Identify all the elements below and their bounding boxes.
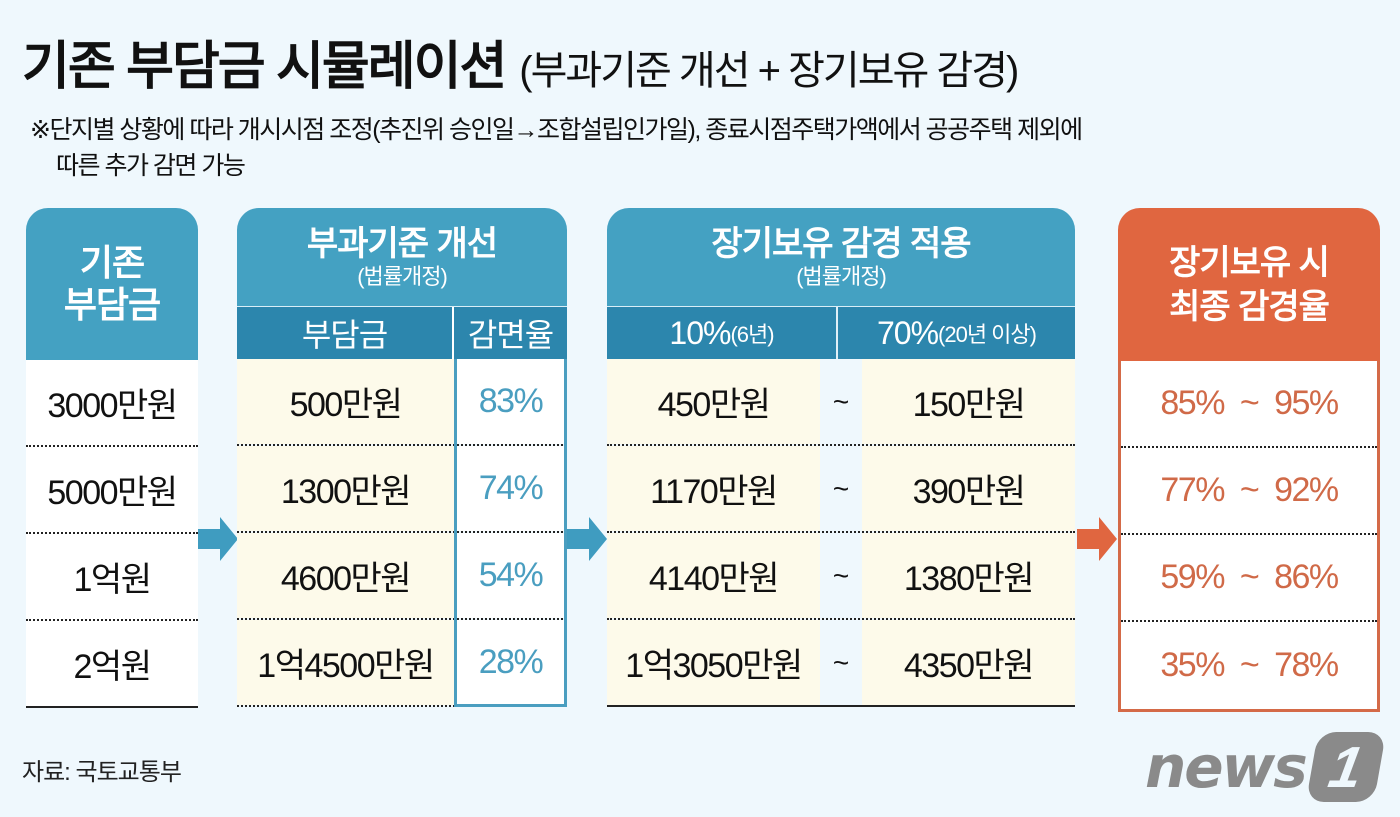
rate-value: 28% [454,620,567,705]
final-reduction-rate-column: 장기보유 시 최종 감경율 85% ~ 95% 77% ~ 92% 59% ~ … [1118,208,1380,712]
news1-logo: news 1 [1145,732,1386,802]
existing-value: 1억원 [73,561,152,599]
table-row: 4140만원 ~ 1380만원 [607,533,1075,620]
range-separator: ~ [820,620,862,705]
header-subtitle: (법률개정) [357,264,448,289]
charge-value: 1300만원 [237,446,454,531]
subheader-10pct: 10% (6년) [607,307,838,359]
charge-value: 4600만원 [237,533,454,618]
subheader-note: (6년) [730,322,774,347]
header-subtitle: (법률개정) [796,264,887,289]
existing-value: 2억원 [73,648,152,686]
table-row: 4600만원 54% [237,533,567,620]
note-line-2: 따른 추가 감면 가능 [56,152,246,180]
footnote: ※단지별 상황에 따라 개시시점 조정(추진위 승인일→조합설립인가일), 종료… [30,112,1083,184]
charge-value: 1억4500만원 [237,620,454,705]
table-row: 450만원 ~ 150만원 [607,359,1075,446]
arrow-right-icon [198,517,238,561]
min-value: 1억3050만원 [607,620,820,705]
final-rate-range: 77% ~ 92% [1160,471,1339,509]
subheader-charge: 부담금 [237,307,454,359]
long-term-reduction-column: 장기보유 감경 적용 (법률개정) 10% (6년) 70% (20년 이상) 45… [607,208,1075,707]
table-row: 59% ~ 86% [1121,535,1377,622]
final-rate-range: 85% ~ 95% [1160,384,1339,422]
table-row: 1억원 [26,534,198,621]
page-title: 기존 부담금 시뮬레이션 (부과기준 개선 + 장기보유 감경) [22,24,1019,99]
subheader-pct: 70% [876,314,939,351]
range-separator: ~ [820,359,862,444]
header-line-2: 부담금 [63,284,161,325]
improved-header: 부과기준 개선 (법률개정) [237,208,567,306]
long-term-header: 장기보유 감경 적용 (법률개정) [607,208,1075,306]
existing-value: 5000만원 [47,474,178,512]
header-line-2: 최종 감경율 [1169,287,1330,326]
table-row: 3000만원 [26,360,198,447]
existing-charge-column: 기존 부담금 3000만원 5000만원 1억원 2억원 [26,208,198,708]
existing-header: 기존 부담금 [26,208,198,360]
header-line-1: 장기보유 시 [1169,243,1330,282]
max-value: 1380만원 [862,533,1075,618]
title-sub: (부과기준 개선 + 장기보유 감경) [519,49,1019,93]
final-header: 장기보유 시 최종 감경율 [1118,208,1380,361]
table-row: 85% ~ 95% [1121,361,1377,448]
table-row: 5000만원 [26,447,198,534]
header-title: 장기보유 감경 적용 [711,225,971,263]
logo-text: news [1145,733,1308,801]
source-credit: 자료: 국토교통부 [22,759,182,786]
table-row: 1300만원 74% [237,446,567,533]
table-row: 1170만원 ~ 390만원 [607,446,1075,533]
subheader-pct: 10% [669,314,731,351]
max-value: 4350만원 [862,620,1075,705]
min-value: 450만원 [607,359,820,444]
final-rate-range: 35% ~ 78% [1160,646,1339,684]
min-value: 1170만원 [607,446,820,531]
title-main: 기존 부담금 시뮬레이션 [22,38,507,96]
subheader-70pct: 70% (20년 이상) [838,307,1075,359]
rate-value: 74% [454,446,567,531]
table-row: 1억4500만원 28% [237,620,567,707]
improved-subheader: 부담금 감면율 [237,306,567,359]
table-row: 35% ~ 78% [1121,622,1377,709]
min-value: 4140만원 [607,533,820,618]
range-separator: ~ [820,533,862,618]
rate-value: 54% [454,533,567,618]
final-rate-range: 59% ~ 86% [1160,558,1339,596]
existing-value: 3000만원 [47,387,178,425]
rate-value: 83% [454,359,567,444]
table-row: 77% ~ 92% [1121,448,1377,535]
improved-criteria-column: 부과기준 개선 (법률개정) 부담금 감면율 500만원 83% 1300만원 … [237,208,567,707]
logo-badge-icon: 1 [1305,732,1386,802]
long-term-subheader: 10% (6년) 70% (20년 이상) [607,306,1075,359]
table-row: 2억원 [26,621,198,708]
note-line-1: ※단지별 상황에 따라 개시시점 조정(추진위 승인일→조합설립인가일), 종료… [30,116,1083,144]
arrow-right-icon [567,517,607,561]
range-separator: ~ [820,446,862,531]
header-line-1: 기존 [79,242,145,283]
table-row: 1억3050만원 ~ 4350만원 [607,620,1075,707]
table-row: 500만원 83% [237,359,567,446]
arrow-right-icon [1077,517,1117,561]
max-value: 150만원 [862,359,1075,444]
charge-value: 500만원 [237,359,454,444]
max-value: 390만원 [862,446,1075,531]
header-title: 부과기준 개선 [306,225,498,263]
subheader-rate: 감면율 [467,317,554,353]
subheader-note: (20년 이상) [938,322,1037,347]
